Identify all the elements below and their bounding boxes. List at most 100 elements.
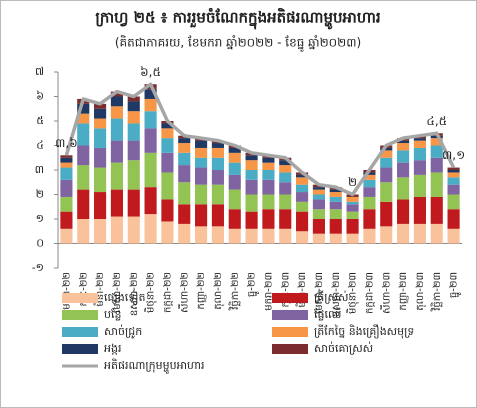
bar-segment	[262, 228, 275, 244]
bar-segment	[329, 233, 342, 244]
bar-segment	[363, 209, 376, 229]
bar-segment	[161, 152, 174, 173]
bar-segment	[245, 194, 258, 212]
bar-segment	[380, 150, 393, 158]
bar-segment	[228, 162, 241, 175]
bar-segment	[397, 140, 410, 144]
bar-segment	[262, 194, 275, 210]
bar-segment	[77, 113, 90, 124]
bar-segment	[312, 219, 325, 234]
bar-segment	[127, 189, 140, 217]
bar-segment	[161, 128, 174, 139]
bar-segment	[279, 209, 292, 229]
bar-segment	[397, 150, 410, 163]
y-tick-label: ២	[36, 188, 44, 201]
bar-segment	[279, 194, 292, 210]
bar-segment	[397, 162, 410, 178]
legend-label: ផ្សេងទៀត	[104, 290, 145, 305]
bar-segment	[430, 145, 443, 158]
bar-segment	[430, 157, 443, 173]
bar-segment	[127, 160, 140, 190]
bar-segment	[161, 199, 174, 222]
bar-segment	[94, 167, 107, 193]
bar-segment	[60, 211, 73, 229]
bar-segment	[178, 204, 191, 224]
bar-segment	[161, 172, 174, 200]
legend-swatch	[62, 327, 98, 337]
legend-swatch	[272, 293, 308, 303]
bar-segment	[380, 226, 393, 244]
bar-segment	[413, 174, 426, 197]
legend-swatch	[62, 344, 98, 354]
x-tick-label: ឧសភា-២២	[129, 272, 140, 316]
bar-segment	[312, 194, 325, 200]
legend-label: ត្រីកែច្នៃ និងគ្រឿងសមុទ្រ	[314, 324, 414, 339]
bar-segment	[110, 106, 123, 119]
x-tick-label: សីហា-២២	[177, 272, 190, 313]
bar-segment	[77, 145, 90, 166]
x-tick-label: តុលា-២៣	[415, 272, 427, 311]
y-tick-label: ៤	[36, 139, 44, 152]
bar-segment	[312, 189, 325, 195]
bar-segment	[363, 196, 376, 210]
bar-segment	[413, 138, 426, 141]
bar-segment	[211, 143, 224, 148]
bar-segment	[312, 209, 325, 219]
bar-segment	[144, 128, 157, 153]
data-label: ៣,៦	[55, 136, 78, 150]
x-tick-label: ធ្នូ-២២	[247, 272, 260, 297]
bar-segment	[380, 182, 393, 202]
y-tick-label: ០	[36, 237, 44, 250]
bar-segment	[94, 118, 107, 129]
bar-segment	[413, 160, 426, 175]
bar-segment	[279, 172, 292, 183]
bar-segment	[228, 209, 241, 229]
bar-segment	[397, 199, 410, 224]
bar-segment	[77, 123, 90, 146]
x-tick-label: វិច្ឆិកា-២៣	[430, 272, 443, 312]
bar-segment	[447, 167, 460, 170]
bar-segment	[144, 187, 157, 215]
bar-segment	[296, 184, 309, 193]
x-tick-label: មករា-២២	[61, 272, 72, 310]
bar-segment	[60, 196, 73, 212]
bar-segment	[195, 157, 208, 168]
bar-segment	[296, 174, 309, 178]
x-tick-label: ឧសភា-២៣	[331, 272, 342, 317]
bar-segment	[77, 103, 90, 114]
bar-segment	[262, 209, 275, 229]
bar-segment	[60, 228, 73, 244]
bar-segment	[447, 170, 460, 173]
x-tick-label: មេសា-២២	[112, 272, 123, 313]
y-tick-label: ៧	[35, 65, 44, 78]
bar-segment	[228, 228, 241, 244]
legend-swatch	[272, 344, 308, 354]
bar-segment	[262, 162, 275, 170]
y-tick-label: ៣	[35, 163, 44, 176]
bar-segment	[363, 228, 376, 244]
bar-segment	[178, 223, 191, 244]
bar-segment	[312, 187, 325, 190]
chart-subtitle: (គិតជាភាគរយ, ខែមករា ឆ្នាំ២០២២ - ខែធ្នូ ឆ…	[115, 35, 361, 53]
bar-segment	[245, 211, 258, 229]
legend-label: ផ្លែឈើ	[314, 307, 341, 321]
bar-segment	[178, 152, 191, 166]
x-tick-label: តុលា-២២	[213, 272, 225, 310]
bar-segment	[380, 201, 393, 227]
bar-segment	[296, 177, 309, 185]
bar-segment	[110, 140, 123, 163]
bar-segment	[161, 138, 174, 153]
legend-label: អតិផរណាក្រុមម្ហូបអាហារ	[104, 358, 205, 374]
bar-segment	[380, 167, 393, 183]
bar-segment	[346, 204, 359, 212]
bar-segment	[211, 157, 224, 170]
bar-segment	[296, 231, 309, 244]
bar-segment	[329, 201, 342, 210]
bar-segment	[447, 184, 460, 195]
legend-label: បន្លែ	[104, 307, 121, 321]
bar-segment	[296, 201, 309, 212]
bar-segment	[380, 147, 393, 151]
bar-segment	[195, 167, 208, 185]
bar-segment	[397, 177, 410, 200]
bar-segment	[312, 233, 325, 244]
